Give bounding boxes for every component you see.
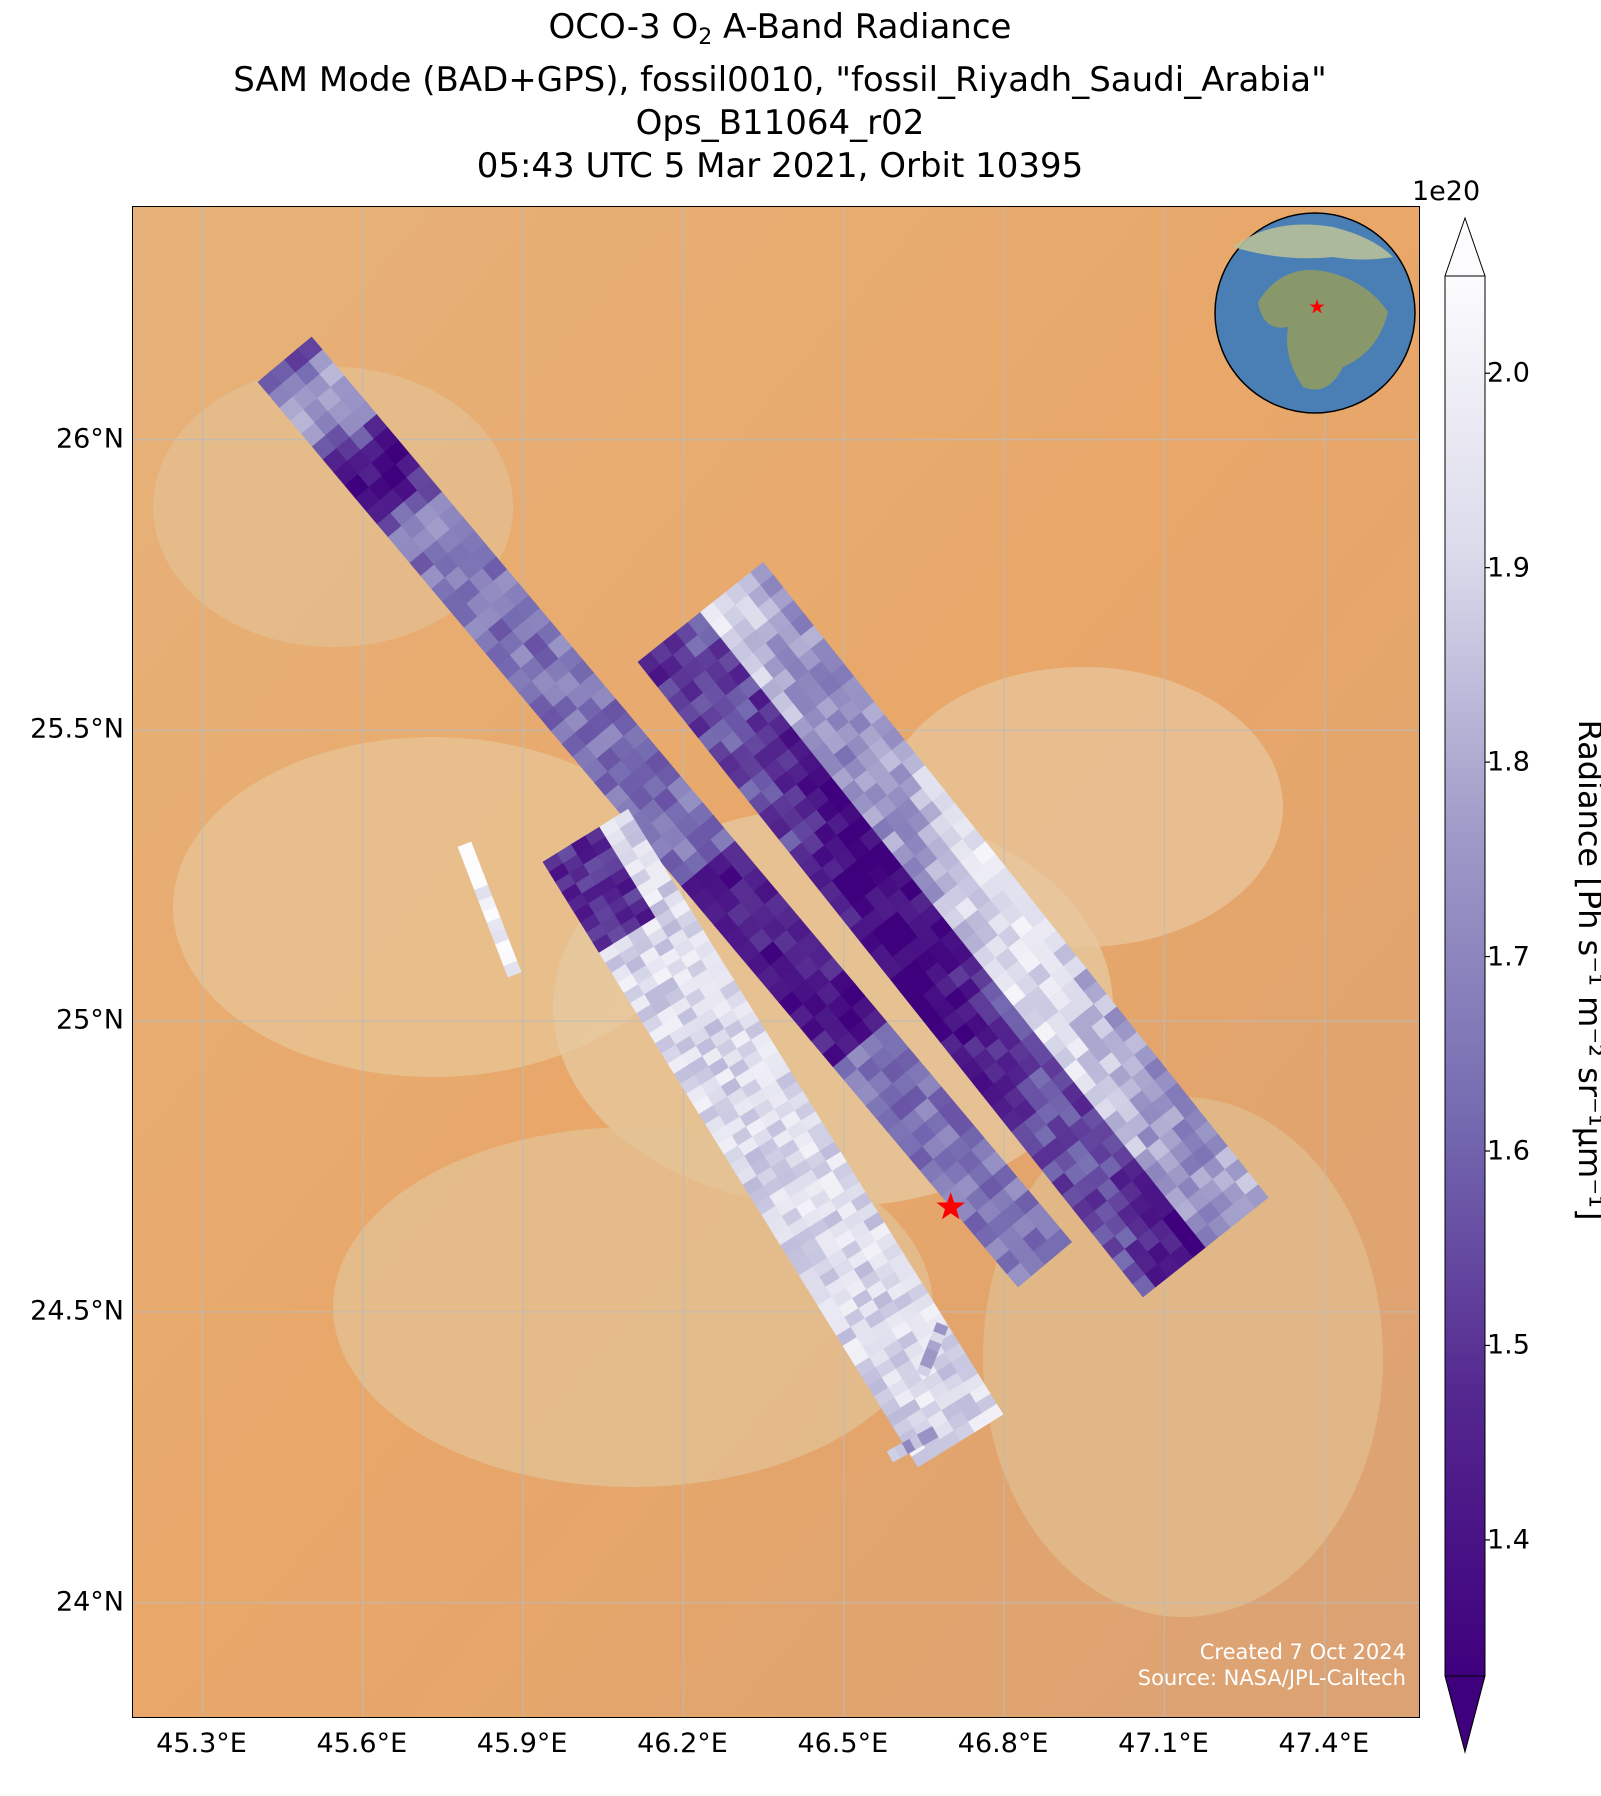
colorbar-tick-label: 1.5	[1487, 1329, 1530, 1361]
swath-cell-sliver	[503, 960, 522, 978]
map-panel[interactable]	[132, 206, 1420, 1718]
lon-tick-label: 45.9°E	[476, 1728, 568, 1759]
lat-tick-label: 24.5°N	[30, 1295, 124, 1327]
figure-title: OCO-3 O2 A-Band Radiance SAM Mode (BAD+G…	[0, 6, 1560, 188]
source-credit: Source: NASA/JPL-Caltech	[1137, 1666, 1406, 1690]
lat-tick-label: 25°N	[55, 1004, 124, 1036]
globe-land	[1258, 270, 1388, 390]
lat-tick-label: 26°N	[55, 423, 124, 455]
colorbar-tick-label: 1.9	[1487, 552, 1530, 584]
colorbar-extend-min	[1444, 1675, 1486, 1754]
lat-tick-label: 24°N	[55, 1586, 124, 1618]
target-star-icon	[936, 1192, 965, 1220]
swath-cell-tail	[933, 1322, 949, 1336]
colorbar-tick-label: 1.6	[1487, 1135, 1530, 1167]
colorbar	[1444, 216, 1490, 1754]
lon-tick-label: 45.6°E	[316, 1728, 408, 1759]
globe-land	[1233, 224, 1393, 260]
colorbar-tick-label: 1.7	[1487, 941, 1530, 973]
colorbar-tick-label: 2.0	[1487, 357, 1530, 389]
map-canvas[interactable]	[133, 207, 1420, 1718]
title-line-3: Ops_B11064_r02	[635, 103, 925, 143]
swath-cell-tail	[924, 1426, 939, 1442]
lon-tick-label: 47.4°E	[1278, 1728, 1370, 1759]
globe-target-icon	[1309, 299, 1325, 314]
lon-tick-label: 47.1°E	[1118, 1728, 1209, 1759]
title-line-4: 05:43 UTC 5 Mar 2021, Orbit 10395	[476, 146, 1084, 186]
lon-tick-label: 46.2°E	[637, 1728, 728, 1759]
lon-tick-label: 46.8°E	[957, 1728, 1049, 1759]
swath-cell-wide	[1245, 1184, 1269, 1208]
colorbar-extend-max	[1444, 216, 1486, 277]
title-line-2: SAM Mode (BAD+GPS), fossil0010, "fossil_…	[233, 60, 1327, 100]
colorbar-gradient	[1444, 275, 1486, 1677]
lat-tick-label: 25.5°N	[30, 713, 124, 745]
colorbar-tick-label: 1.8	[1487, 746, 1530, 778]
terrain-patch	[983, 1097, 1383, 1617]
swath-cell-main	[1046, 1228, 1073, 1254]
lon-tick-label: 45.3°E	[156, 1728, 247, 1759]
lon-tick-label: 46.5°E	[797, 1728, 889, 1759]
created-credit: Created 7 Oct 2024	[1199, 1640, 1406, 1664]
swath-cell-lower	[982, 1403, 1004, 1424]
title-line-1: OCO-3 O2 A-Band Radiance	[548, 7, 1012, 50]
colorbar-tick-label: 1.4	[1487, 1524, 1530, 1556]
colorbar-exponent: 1e20	[1412, 176, 1481, 207]
